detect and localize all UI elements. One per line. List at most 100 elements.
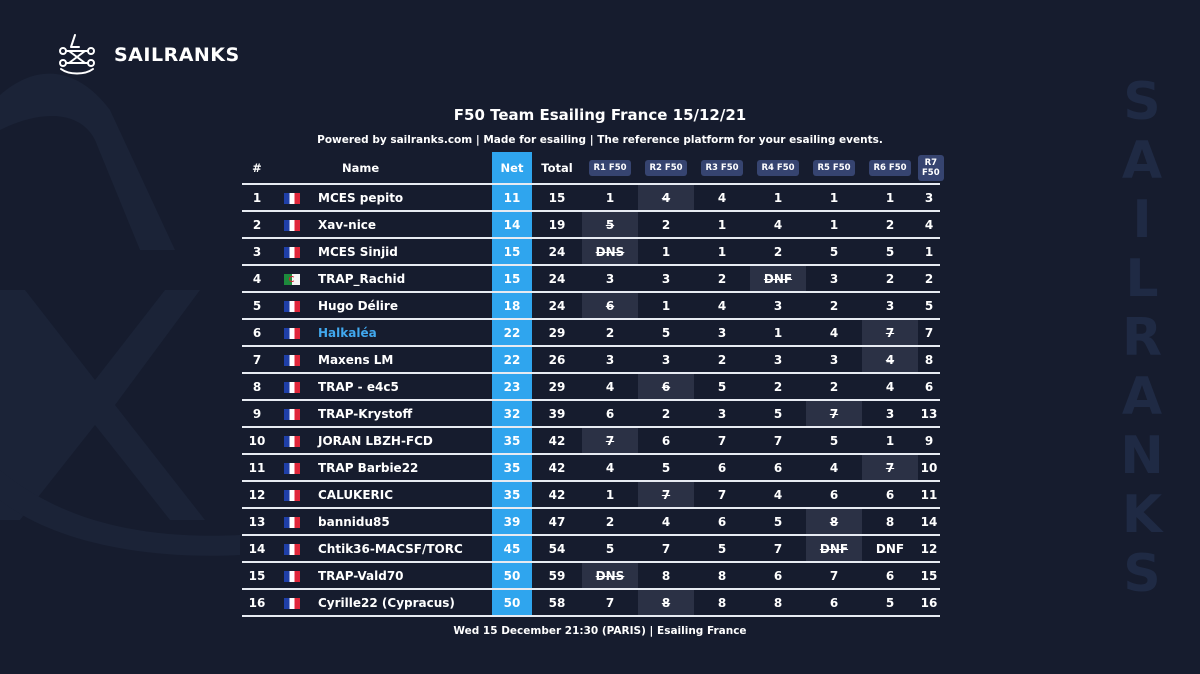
flag-cell bbox=[272, 427, 312, 455]
race-result: 1 bbox=[862, 184, 918, 212]
sailor-name[interactable]: CALUKERIC bbox=[312, 481, 492, 509]
race-value: 3 bbox=[885, 406, 895, 421]
race-result: 4 bbox=[806, 454, 862, 482]
sailor-name[interactable]: TRAP - e4c5 bbox=[312, 373, 492, 401]
table-row[interactable]: 9 TRAP-Krystoff 32 39 6 2 3 5 7 3 13 bbox=[242, 400, 940, 428]
total-cell: 54 bbox=[532, 535, 582, 563]
sailor-name[interactable]: TRAP-Vald70 bbox=[312, 562, 492, 590]
sailor-name[interactable]: MCES Sinjid bbox=[312, 238, 492, 266]
brand-logo[interactable]: SAILRANKS bbox=[55, 33, 240, 77]
side-watermark-text: S A I L R A N K S bbox=[1112, 72, 1172, 604]
net-cell: 14 bbox=[492, 211, 532, 239]
race-result: 5 bbox=[694, 373, 750, 401]
sailor-name[interactable]: Chtik36-MACSF/TORC bbox=[312, 535, 492, 563]
sailor-name[interactable]: Hugo Délire bbox=[312, 292, 492, 320]
net-cell: 23 bbox=[492, 373, 532, 401]
race-value: 3 bbox=[924, 190, 934, 205]
race-value: 5 bbox=[605, 217, 615, 232]
race-result-discarded: 5 bbox=[582, 211, 638, 239]
sailor-name[interactable]: TRAP Barbie22 bbox=[312, 454, 492, 482]
race-result: 2 bbox=[918, 265, 940, 293]
sailor-name[interactable]: JORAN LBZH-FCD bbox=[312, 427, 492, 455]
race-value: 2 bbox=[885, 271, 895, 286]
sailor-name[interactable]: Xav-nice bbox=[312, 211, 492, 239]
sailor-name[interactable]: TRAP-Krystoff bbox=[312, 400, 492, 428]
header-net[interactable]: Net bbox=[492, 152, 532, 185]
sailor-name[interactable]: TRAP_Rachid bbox=[312, 265, 492, 293]
race-value: 4 bbox=[885, 352, 895, 367]
table-row[interactable]: 15 TRAP-Vald70 50 59 DNS 8 8 6 7 6 15 bbox=[242, 562, 940, 590]
table-row[interactable]: 7 Maxens LM 22 26 3 3 2 3 3 4 8 bbox=[242, 346, 940, 374]
race-value: 4 bbox=[773, 217, 783, 232]
table-row[interactable]: 6 Halkaléa 22 29 2 5 3 1 4 7 7 bbox=[242, 319, 940, 347]
table-row[interactable]: 12 CALUKERIC 35 42 1 7 7 4 6 6 11 bbox=[242, 481, 940, 509]
sailor-name[interactable]: Cyrille22 (Cypracus) bbox=[312, 589, 492, 617]
header-race[interactable]: R7 F50 bbox=[918, 152, 944, 185]
sailor-name[interactable]: MCES pepito bbox=[312, 184, 492, 212]
race-badge: R7 F50 bbox=[918, 154, 944, 181]
race-value: 1 bbox=[605, 487, 615, 502]
race-value: 7 bbox=[885, 325, 895, 340]
race-result: 4 bbox=[918, 211, 940, 239]
race-result: 1 bbox=[918, 238, 940, 266]
header-race[interactable]: R1 F50 bbox=[582, 152, 638, 185]
header-race[interactable]: R3 F50 bbox=[694, 152, 750, 185]
page-title: F50 Team Esailing France 15/12/21 bbox=[453, 106, 747, 124]
watermark-letter: R bbox=[1121, 308, 1163, 368]
header-race[interactable]: R2 F50 bbox=[638, 152, 694, 185]
flag-cell bbox=[272, 535, 312, 563]
header-name[interactable]: Name bbox=[312, 152, 492, 185]
sailor-name[interactable]: bannidu85 bbox=[312, 508, 492, 536]
race-result: 1 bbox=[862, 427, 918, 455]
race-value: 7 bbox=[829, 568, 839, 583]
race-result: 6 bbox=[750, 454, 806, 482]
rank-cell: 4 bbox=[242, 265, 272, 293]
table-row[interactable]: 3 MCES Sinjid 15 24 DNS 1 1 2 5 5 1 bbox=[242, 238, 940, 266]
race-value: 1 bbox=[924, 244, 934, 259]
table-row[interactable]: 4 TRAP_Rachid 15 24 3 3 2 DNF 3 2 2 bbox=[242, 265, 940, 293]
race-result: 6 bbox=[750, 562, 806, 590]
race-result: 6 bbox=[862, 562, 918, 590]
table-row[interactable]: 10 JORAN LBZH-FCD 35 42 7 6 7 7 5 1 9 bbox=[242, 427, 940, 455]
race-value: 6 bbox=[924, 379, 934, 394]
race-value: 1 bbox=[661, 244, 671, 259]
race-result: 7 bbox=[638, 535, 694, 563]
net-cell: 45 bbox=[492, 535, 532, 563]
race-result: 5 bbox=[638, 319, 694, 347]
table-row[interactable]: 11 TRAP Barbie22 35 42 4 5 6 6 4 7 10 bbox=[242, 454, 940, 482]
race-result-discarded: 7 bbox=[862, 319, 918, 347]
race-value: 1 bbox=[773, 190, 783, 205]
race-result: 5 bbox=[806, 238, 862, 266]
table-row[interactable]: 2 Xav-nice 14 19 5 2 1 4 1 2 4 bbox=[242, 211, 940, 239]
race-result: 4 bbox=[750, 211, 806, 239]
results-table: # Name Net Total R1 F50 R2 F50 R3 F50 R4… bbox=[242, 152, 944, 617]
race-result: 6 bbox=[694, 508, 750, 536]
race-badge: R6 F50 bbox=[869, 160, 911, 176]
net-cell: 50 bbox=[492, 589, 532, 617]
watermark-letter: S bbox=[1123, 544, 1161, 604]
race-value: 7 bbox=[661, 541, 671, 556]
net-cell: 35 bbox=[492, 454, 532, 482]
table-row[interactable]: 8 TRAP - e4c5 23 29 4 6 5 2 2 4 6 bbox=[242, 373, 940, 401]
table-row[interactable]: 5 Hugo Délire 18 24 6 1 4 3 2 3 5 bbox=[242, 292, 940, 320]
france-flag-icon bbox=[284, 516, 300, 528]
header-race[interactable]: R5 F50 bbox=[806, 152, 862, 185]
race-value: 1 bbox=[885, 190, 895, 205]
watermark-letter: S bbox=[1123, 72, 1161, 132]
table-row[interactable]: 14 Chtik36-MACSF/TORC 45 54 5 7 5 7 DNF DNF 12 bbox=[242, 535, 940, 563]
race-result: 2 bbox=[750, 238, 806, 266]
sailor-name[interactable]: Halkaléa bbox=[312, 319, 492, 347]
sailor-name[interactable]: Maxens LM bbox=[312, 346, 492, 374]
race-value: 7 bbox=[661, 487, 671, 502]
header-race[interactable]: R4 F50 bbox=[750, 152, 806, 185]
header-race[interactable]: R6 F50 bbox=[862, 152, 918, 185]
table-row[interactable]: 13 bannidu85 39 47 2 4 6 5 8 8 14 bbox=[242, 508, 940, 536]
watermark-letter: N bbox=[1120, 426, 1164, 486]
table-row[interactable]: 1 MCES pepito 11 15 1 4 4 1 1 1 3 bbox=[242, 184, 940, 212]
race-value: 9 bbox=[924, 433, 934, 448]
table-row[interactable]: 16 Cyrille22 (Cypracus) 50 58 7 8 8 8 6 5 16 bbox=[242, 589, 940, 617]
race-value: 12 bbox=[920, 541, 938, 556]
header-total[interactable]: Total bbox=[532, 152, 582, 185]
race-value: 5 bbox=[605, 541, 615, 556]
france-flag-icon bbox=[284, 354, 300, 366]
